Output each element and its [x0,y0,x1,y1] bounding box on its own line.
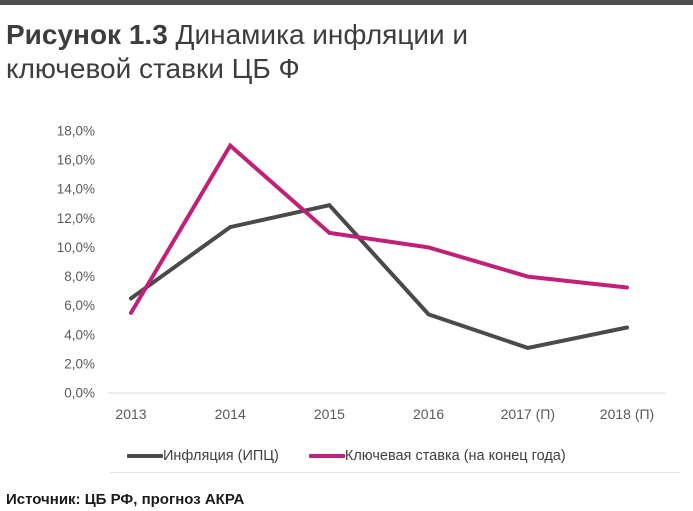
y-tick-label: 12,0% [57,211,95,226]
y-tick-label: 6,0% [64,298,95,313]
y-tick-label: 8,0% [64,269,95,284]
x-tick-label: 2017 (П) [501,406,555,422]
legend-label-key-rate: Ключевая ставка (на конец года) [344,448,566,464]
x-tick-label: 2015 [314,406,345,422]
y-tick-label: 18,0% [57,124,95,139]
y-tick-label: 2,0% [64,356,95,371]
y-tick-label: 0,0% [64,386,95,401]
key-rate-line-swatch [308,454,345,458]
source-note: Источник: ЦБ РФ, прогноз АКРА [6,491,245,508]
legend-item-key-rate: Ключевая ставка (на конец года) [308,448,566,464]
figure-title-text-line2: ключевой ставки ЦБ Ф [6,53,300,84]
x-tick-label: 2013 [115,406,146,422]
inflation-line-swatch [127,454,163,458]
figure-title-text-line1: Динамика инфляции и [167,19,469,50]
top-accent-bar [0,0,693,5]
y-tick-label: 10,0% [57,240,95,255]
inflation-series-line [129,202,629,350]
legend-label-inflation: Инфляция (ИПЦ) [163,448,279,464]
figure-title: Рисунок 1.3 Динамика инфляции и ключевой… [6,18,646,86]
x-tick-label: 2014 [215,406,246,422]
y-tick-label: 16,0% [57,153,95,168]
x-tick-label: 2018 (П) [600,406,654,422]
figure-number: Рисунок 1.3 [6,19,168,50]
legend-item-inflation: Инфляция (ИПЦ) [127,448,279,464]
x-tick-label: 2016 [413,406,444,422]
y-tick-label: 14,0% [57,182,95,197]
chart-legend: Инфляция (ИПЦ) Ключевая ставка (на конец… [127,447,566,465]
y-tick-label: 4,0% [64,327,95,342]
key-rate-series-line [129,142,629,315]
footer-divider [110,472,680,473]
